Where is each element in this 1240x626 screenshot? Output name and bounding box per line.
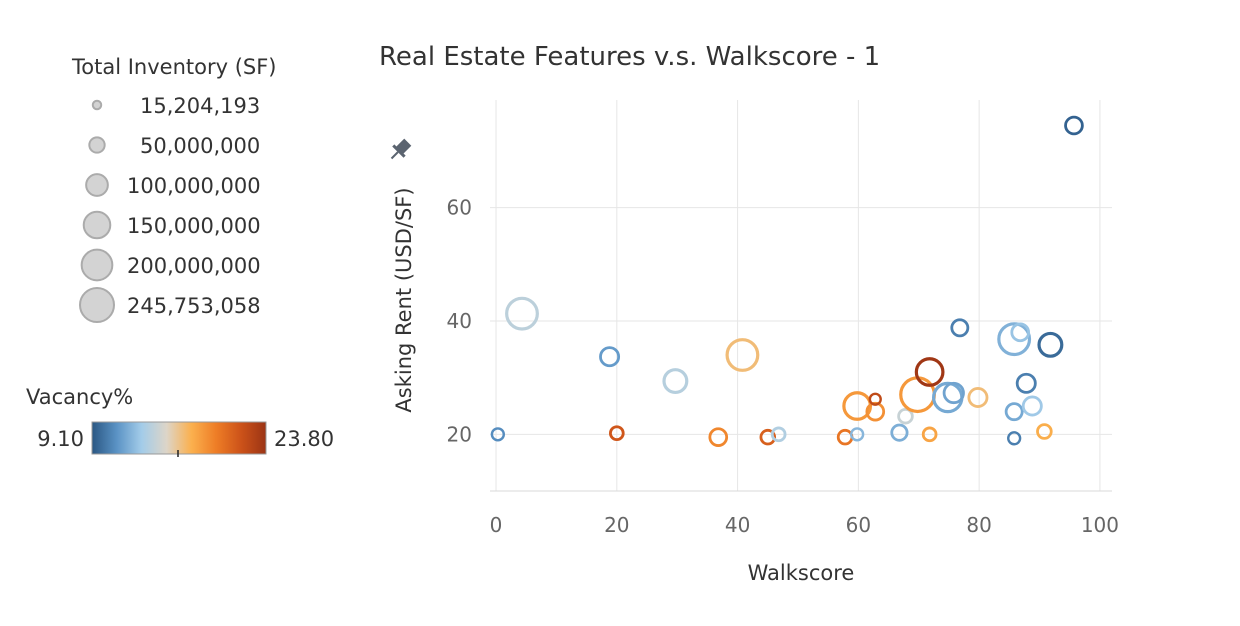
scatter-point — [932, 381, 964, 414]
y-tick-label: 20 — [447, 422, 472, 446]
color-legend: Vacancy% 9.10 23.80 — [26, 385, 334, 457]
scatter-point — [836, 428, 854, 446]
scatter-point — [950, 318, 970, 338]
size-legend-swatch — [88, 136, 106, 154]
pin-icon[interactable] — [386, 137, 414, 165]
size-legend-swatch — [91, 99, 103, 111]
y-axis-ticks: 20 40 60 — [447, 196, 472, 447]
x-tick-label: 40 — [725, 513, 750, 537]
y-tick-label: 40 — [447, 309, 472, 333]
scatter-point — [662, 368, 689, 395]
x-tick-label: 20 — [604, 513, 629, 537]
scatter-point — [1064, 115, 1084, 136]
size-legend-label: 245,753,058 — [127, 294, 261, 318]
x-tick-label: 80 — [966, 513, 991, 537]
scatter-point — [490, 427, 505, 442]
scatter-point — [1010, 322, 1031, 343]
scatter-point — [725, 338, 760, 372]
size-legend-label: 15,204,193 — [140, 94, 260, 118]
color-legend-max-label: 23.80 — [274, 427, 334, 451]
scatter-point — [997, 322, 1032, 357]
scatter-point — [1015, 372, 1037, 394]
size-legend-title: Total Inventory (SF) — [71, 55, 277, 79]
scatter-point — [1021, 395, 1043, 417]
scatter-point — [599, 346, 621, 368]
size-legend-label: 150,000,000 — [127, 214, 261, 238]
scatter-point — [770, 426, 787, 443]
scatter-point — [897, 407, 914, 425]
size-legend-swatch — [80, 248, 114, 282]
x-tick-label: 100 — [1081, 513, 1119, 537]
scatter-point — [914, 357, 945, 387]
scatter-point — [1004, 402, 1024, 422]
scatter-point — [609, 425, 625, 442]
color-legend-title: Vacancy% — [26, 385, 133, 409]
color-legend-ramp[interactable] — [91, 421, 267, 455]
scatter-point — [1007, 431, 1022, 446]
scatter-point — [865, 401, 886, 422]
color-legend-min-label: 9.10 — [37, 427, 84, 451]
scatter-point — [899, 376, 936, 414]
scatter-point — [921, 426, 938, 443]
chart-title: Real Estate Features v.s. Walkscore - 1 — [379, 42, 880, 72]
scatter-point — [942, 381, 965, 405]
scatter-point — [850, 427, 865, 442]
x-axis-ticks: 0 20 40 60 80 100 — [490, 513, 1119, 537]
scatter-point — [967, 387, 989, 408]
scatter-point — [505, 296, 539, 331]
y-axis-title: Asking Rent (USD/SF) — [392, 187, 416, 412]
plot-area: 0 20 40 60 80 100 20 40 60 — [447, 100, 1119, 537]
x-tick-label: 0 — [490, 513, 503, 537]
size-legend-swatch — [85, 173, 109, 197]
scatter-point — [759, 428, 777, 446]
scatter-point — [868, 392, 882, 406]
y-tick-label: 60 — [447, 196, 472, 220]
scatter-point — [708, 427, 729, 447]
scatter-point — [890, 423, 909, 442]
size-legend-label: 100,000,000 — [127, 174, 261, 198]
size-legend-label: 200,000,000 — [127, 254, 261, 278]
grid-lines — [490, 100, 1112, 491]
size-legend-swatch — [82, 210, 112, 240]
size-legend-swatch — [79, 287, 115, 323]
scatter-point — [1037, 331, 1064, 358]
x-axis-title: Walkscore — [748, 561, 855, 585]
size-legend-label: 50,000,000 — [140, 134, 260, 158]
size-legend: Total Inventory (SF) 15,204,193 50,000,00… — [71, 55, 277, 323]
scatter-point — [1036, 423, 1053, 440]
x-tick-label: 60 — [846, 513, 871, 537]
data-points — [490, 115, 1084, 447]
